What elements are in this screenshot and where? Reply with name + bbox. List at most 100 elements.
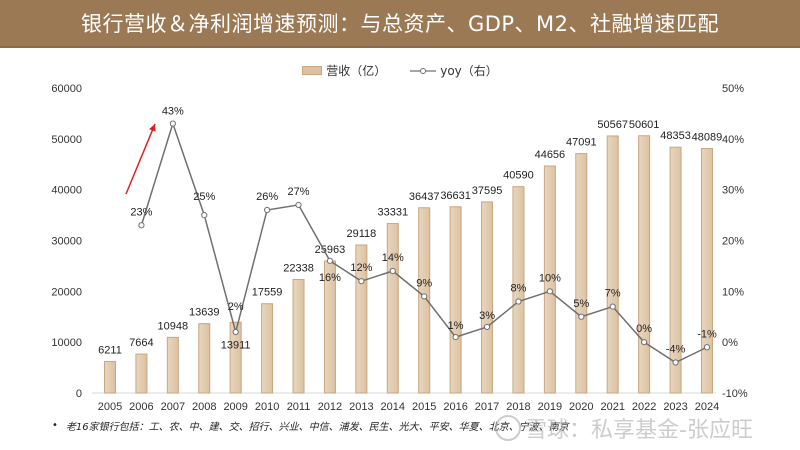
bar-value-label: 47091 — [566, 137, 597, 149]
left-tick-label: 20000 — [51, 286, 82, 298]
yoy-point — [546, 288, 553, 295]
right-axis: -10% 0% 10% 20% 30% 40% 50% — [722, 83, 748, 400]
bar — [135, 353, 148, 394]
x-tick-label: 2013 — [349, 401, 373, 413]
watermark-text: 雪球：私享基金-张应旺 — [525, 418, 753, 443]
bar — [481, 201, 494, 394]
yoy-value-label: 0% — [636, 323, 652, 335]
yoy-value-label: -1% — [697, 328, 717, 340]
bar — [292, 278, 305, 394]
left-tick-label: 50000 — [51, 134, 82, 146]
legend-bar-swatch — [302, 66, 323, 75]
bar — [386, 223, 399, 394]
x-tick-label: 2010 — [255, 401, 279, 413]
x-tick-label: 2006 — [129, 401, 153, 413]
left-axis: 0 10000 20000 30000 40000 50000 60000 — [51, 83, 82, 400]
right-tick-label: 20% — [722, 236, 744, 248]
chart-title: 银行营收＆净利润增速预测：与总资产、GDP、M2、社融增速匹配 — [80, 12, 720, 36]
arrow-shaft — [125, 123, 156, 195]
legend-line-swatch — [410, 67, 437, 74]
bar-value-label: 6211 — [98, 344, 122, 356]
x-tick-label: 2005 — [98, 401, 122, 413]
bar-value-label: 17559 — [252, 287, 283, 299]
x-tick-label: 2008 — [192, 401, 216, 413]
x-tick-label: 2020 — [569, 401, 593, 413]
x-tick-label: 2015 — [412, 401, 436, 413]
yoy-point — [672, 359, 679, 366]
right-tick-label: 30% — [722, 185, 744, 197]
yoy-value-label: 2% — [228, 301, 244, 313]
x-tick-label: 2007 — [161, 401, 185, 413]
yoy-point — [421, 293, 428, 300]
bar-value-label: 48353 — [660, 130, 691, 142]
yoy-value-label: 9% — [416, 277, 432, 289]
x-tick-label: 2018 — [506, 401, 530, 413]
yoy-value-label: 5% — [573, 298, 589, 310]
bar — [638, 135, 651, 394]
yoy-point — [326, 257, 334, 264]
yoy-value-label: 23% — [130, 206, 152, 218]
left-tick-label: 0 — [76, 388, 82, 400]
legend-item-revenue: 营收（亿） — [302, 62, 386, 79]
x-tick-label: 2014 — [381, 401, 405, 413]
yoy-point — [641, 339, 648, 346]
bar-value-label: 22338 — [283, 262, 314, 274]
yoy-value-label: -4% — [666, 344, 686, 356]
yoy-point — [295, 201, 302, 209]
x-tick-label: 2009 — [223, 401, 247, 413]
legend: 营收（亿） yoy（右） — [0, 62, 800, 79]
bar-value-label: 13911 — [221, 339, 251, 351]
red-arrow-annotation — [125, 123, 156, 195]
yoy-point — [264, 206, 271, 214]
legend-item-yoy: yoy（右） — [410, 62, 498, 79]
legend-label-revenue: 营收（亿） — [326, 64, 387, 78]
yoy-value-label: 12% — [350, 262, 372, 274]
bar-value-label: 29118 — [346, 228, 376, 240]
bar-series — [104, 135, 713, 394]
yoy-point — [138, 222, 145, 229]
yoy-point — [703, 344, 711, 351]
left-tick-label: 30000 — [51, 236, 82, 248]
right-tick-label: -10% — [722, 388, 748, 400]
yoy-value-label: 26% — [256, 191, 278, 203]
right-tick-label: 10% — [722, 286, 744, 298]
yoy-point — [609, 303, 616, 310]
bar-value-label: 44656 — [535, 149, 566, 161]
watermark: 雪球：私享基金-张应旺 — [495, 412, 753, 444]
bar — [700, 148, 713, 394]
bar — [606, 135, 619, 394]
right-tick-label: 0% — [722, 337, 738, 349]
yoy-value-label: 43% — [162, 106, 184, 118]
left-tick-label: 40000 — [51, 185, 82, 197]
yoy-value-label: 16% — [319, 272, 341, 284]
yoy-value-label: 25% — [193, 191, 215, 203]
watermark-logo-icon — [495, 415, 521, 441]
bar-value-label: 7664 — [129, 337, 153, 349]
x-tick-label: 2012 — [318, 401, 342, 413]
x-tick-label: 2021 — [600, 401, 624, 413]
title-bar: 银行营收＆净利润增速预测：与总资产、GDP、M2、社融增速匹配 — [0, 0, 800, 48]
bar-value-label: 48089 — [692, 132, 723, 144]
x-tick-label: 2022 — [632, 401, 656, 413]
x-axis: 2005 2006 2007 2008 2009 2010 2011 2012 2013 2014… — [98, 401, 719, 413]
bar — [543, 165, 556, 394]
right-tick-label: 50% — [722, 83, 744, 95]
yoy-point — [515, 298, 522, 305]
x-tick-label: 2016 — [443, 401, 467, 413]
bar — [512, 186, 525, 394]
yoy-point — [483, 323, 491, 331]
footnote: • 老16家银行包括：工、农、中、建、交、招行、兴业、中信、浦发、民生、光大、平… — [52, 418, 569, 433]
yoy-point — [452, 333, 459, 341]
yoy-value-label: 10% — [539, 272, 561, 284]
x-tick-label: 2019 — [538, 401, 562, 413]
bar — [198, 323, 211, 394]
yoy-value-label: 7% — [605, 288, 621, 300]
yoy-value-label: 3% — [479, 310, 495, 322]
x-tick-label: 2011 — [287, 401, 311, 413]
bar — [575, 153, 588, 394]
yoy-point — [578, 313, 585, 320]
bar — [355, 244, 368, 394]
yoy-point — [232, 328, 239, 336]
x-tick-label: 2017 — [475, 401, 499, 413]
